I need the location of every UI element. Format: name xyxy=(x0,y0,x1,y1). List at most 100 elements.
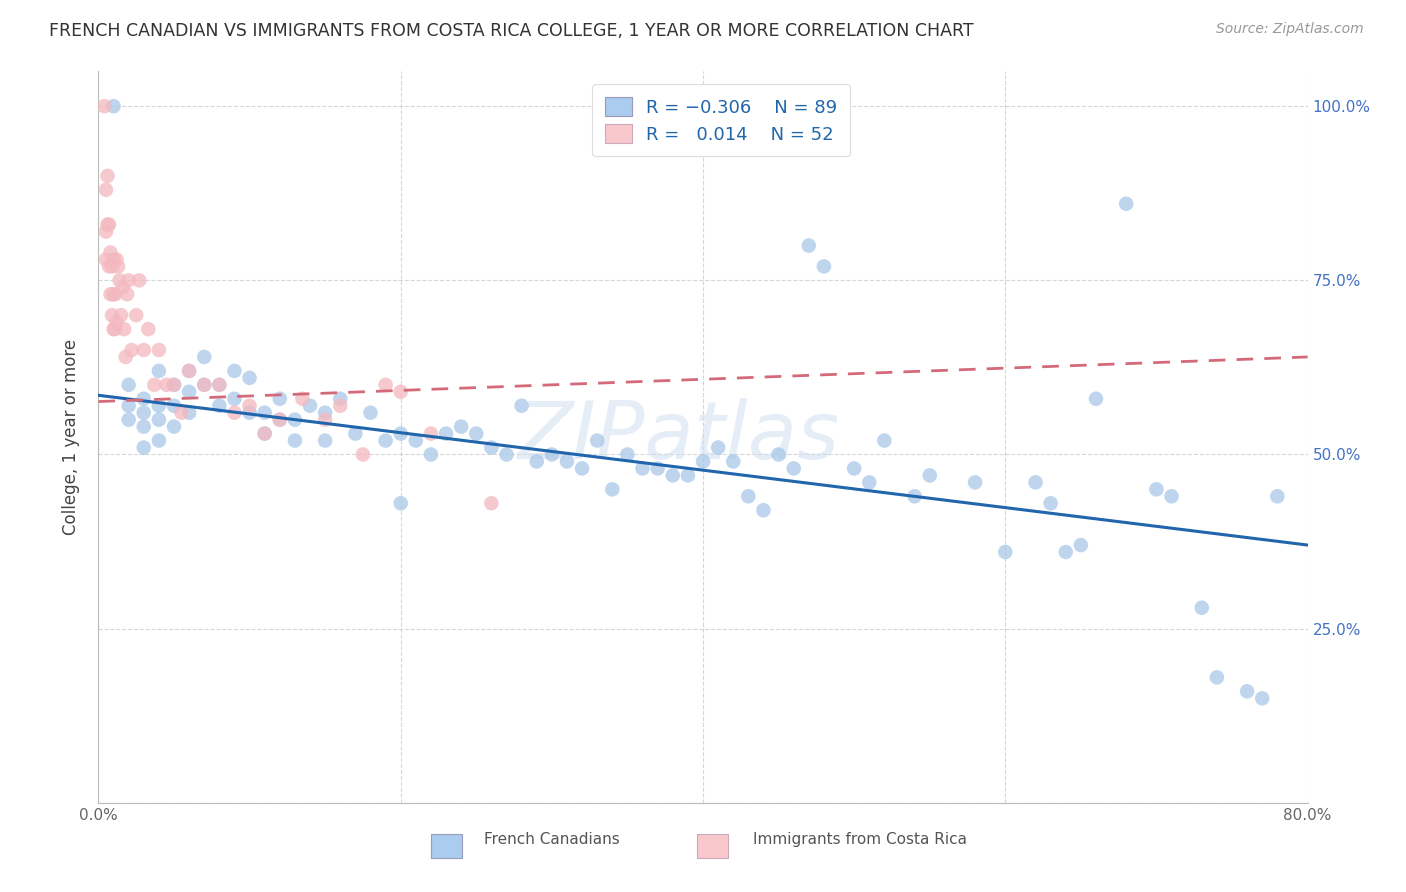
Point xyxy=(352,448,374,462)
Point xyxy=(110,308,132,322)
Point xyxy=(101,260,124,274)
Point xyxy=(179,406,201,420)
Point xyxy=(93,99,115,113)
Point xyxy=(100,245,122,260)
Point xyxy=(132,419,155,434)
Point xyxy=(1206,670,1229,684)
Point xyxy=(98,260,121,274)
Point xyxy=(163,377,186,392)
Point xyxy=(132,392,155,406)
Point xyxy=(344,426,367,441)
Point xyxy=(965,475,987,490)
Point xyxy=(1039,496,1062,510)
Point xyxy=(1054,545,1077,559)
Point xyxy=(193,377,215,392)
Point xyxy=(723,454,745,468)
Point xyxy=(1236,684,1258,698)
Point xyxy=(813,260,835,274)
Point xyxy=(253,426,276,441)
Point xyxy=(540,448,562,462)
Point xyxy=(103,99,125,113)
Point xyxy=(284,412,307,426)
Point xyxy=(555,454,578,468)
Point xyxy=(586,434,609,448)
Point xyxy=(125,308,148,322)
Point xyxy=(239,406,262,420)
Point xyxy=(108,273,131,287)
Point xyxy=(114,350,136,364)
Point xyxy=(118,377,141,392)
Point xyxy=(676,468,699,483)
Point xyxy=(115,287,138,301)
Point xyxy=(1191,600,1213,615)
Point xyxy=(329,392,352,406)
Text: French Canadians: French Canadians xyxy=(484,832,620,847)
Point xyxy=(179,364,201,378)
Bar xyxy=(697,834,728,858)
Point xyxy=(239,399,262,413)
Point xyxy=(602,483,624,497)
Point xyxy=(737,489,759,503)
Point xyxy=(1024,475,1046,490)
Point xyxy=(253,406,276,420)
Point xyxy=(101,308,124,322)
Point xyxy=(768,448,790,462)
Point xyxy=(314,406,336,420)
Point xyxy=(526,454,548,468)
Point xyxy=(510,399,533,413)
Point xyxy=(163,377,186,392)
Text: Source: ZipAtlas.com: Source: ZipAtlas.com xyxy=(1216,22,1364,37)
Point xyxy=(118,412,141,426)
Point xyxy=(100,287,122,301)
Point xyxy=(1267,489,1289,503)
Point xyxy=(179,364,201,378)
Point xyxy=(148,412,170,426)
Point xyxy=(752,503,775,517)
Point xyxy=(389,384,412,399)
Point xyxy=(148,364,170,378)
Point xyxy=(374,377,396,392)
Point xyxy=(291,392,314,406)
Point xyxy=(797,238,820,252)
Point xyxy=(692,454,714,468)
Point xyxy=(193,350,215,364)
Point xyxy=(155,377,177,392)
Legend: R = −0.306    N = 89, R =   0.014    N = 52: R = −0.306 N = 89, R = 0.014 N = 52 xyxy=(592,84,851,156)
Point xyxy=(647,461,669,475)
Point xyxy=(465,426,488,441)
Point xyxy=(148,343,170,357)
Point xyxy=(148,399,170,413)
Point xyxy=(132,406,155,420)
Point xyxy=(94,252,117,267)
Text: FRENCH CANADIAN VS IMMIGRANTS FROM COSTA RICA COLLEGE, 1 YEAR OR MORE CORRELATIO: FRENCH CANADIAN VS IMMIGRANTS FROM COSTA… xyxy=(49,22,974,40)
Bar xyxy=(432,834,463,858)
Point xyxy=(118,273,141,287)
Point xyxy=(269,412,291,426)
Point xyxy=(1115,196,1137,211)
Point xyxy=(224,406,246,420)
Point xyxy=(118,399,141,413)
Point xyxy=(661,468,683,483)
Point xyxy=(571,461,593,475)
Point xyxy=(420,448,443,462)
Point xyxy=(170,406,193,420)
Point xyxy=(616,448,638,462)
Point xyxy=(918,468,941,483)
Point xyxy=(103,322,125,336)
Point xyxy=(105,252,128,267)
Point xyxy=(208,399,231,413)
Point xyxy=(299,399,322,413)
Text: ZIPatlas: ZIPatlas xyxy=(517,398,839,476)
Point xyxy=(314,434,336,448)
Point xyxy=(94,225,117,239)
Point xyxy=(707,441,730,455)
Point xyxy=(314,412,336,426)
Point xyxy=(224,364,246,378)
Point xyxy=(103,287,125,301)
Point xyxy=(284,434,307,448)
Point xyxy=(96,169,118,183)
Point xyxy=(112,322,135,336)
Point xyxy=(329,399,352,413)
Point xyxy=(239,371,262,385)
Point xyxy=(269,412,291,426)
